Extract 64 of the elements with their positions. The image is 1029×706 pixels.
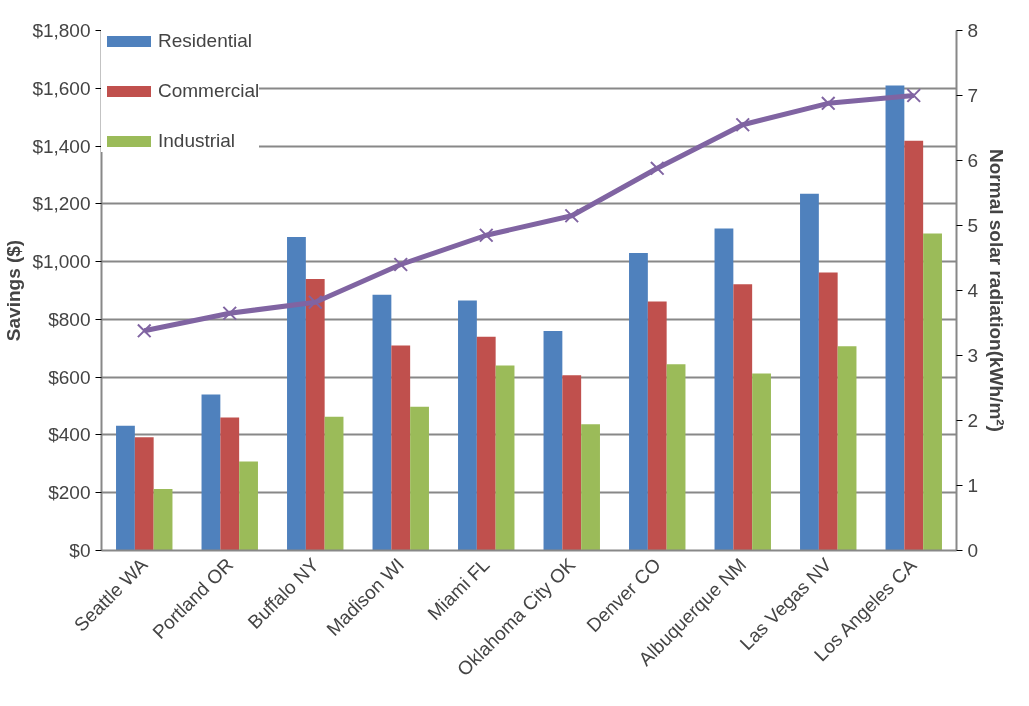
bar [220,417,240,551]
bar [800,193,819,551]
bar [153,488,173,551]
y-tick-label: $400 [48,424,91,446]
y-tick-label: $600 [48,366,91,388]
bar [201,394,221,551]
point [906,88,922,103]
bar [714,228,734,551]
y2-tick-label: 8 [967,20,979,41]
bar [562,375,582,551]
bar [629,252,648,551]
y-tick-label: $1,800 [32,20,91,41]
point [307,294,323,310]
y-tick-label: $0 [69,540,91,561]
y-axis-title: Savings ($) [3,239,25,342]
bar [543,330,563,551]
bar [287,237,306,551]
y2-tick-label: 4 [967,280,979,301]
y-tick-label: $1,400 [32,135,91,157]
bar [733,284,753,551]
bar [134,437,154,551]
bar [372,294,392,551]
bar [904,140,924,551]
point [820,95,836,111]
point [564,208,580,224]
bar [923,233,942,551]
point [136,323,152,339]
bar [116,425,135,551]
legend-label: Commercial [158,80,260,102]
y-tick-label: $200 [48,482,91,504]
y2-tick-label: 6 [967,150,979,171]
point [478,227,494,243]
point [393,257,409,272]
y-tick-label: $1,600 [32,77,91,99]
bar [837,346,857,551]
bar [752,373,771,551]
bar [410,406,429,551]
y-tick-label: $800 [48,308,91,330]
y2-axis-title: Normal solar radiation(kWh/m²) [986,149,1008,432]
bar [581,424,600,551]
point [222,305,238,321]
bar [239,461,258,551]
y-tick-label: $1,000 [32,251,91,273]
bar [391,345,411,551]
bar [666,364,686,551]
y2-tick-label: 7 [967,85,979,106]
bar [495,365,515,551]
bar [818,272,838,551]
bar [647,301,667,551]
bar [885,85,905,551]
point [735,117,751,133]
legend-label: Residential [158,30,252,52]
y2-tick-label: 0 [967,540,979,561]
y2-tick-label: 5 [967,215,979,236]
legend-label: Industrial [158,130,236,152]
bar [458,300,477,551]
y2-tick-label: 1 [967,475,979,496]
y-tick-label: $1,200 [32,193,91,215]
point [649,160,665,176]
y2-tick-label: 2 [967,410,979,431]
bar [324,416,344,551]
bar [305,278,325,551]
y2-tick-label: 3 [967,345,979,366]
bar [476,336,496,551]
